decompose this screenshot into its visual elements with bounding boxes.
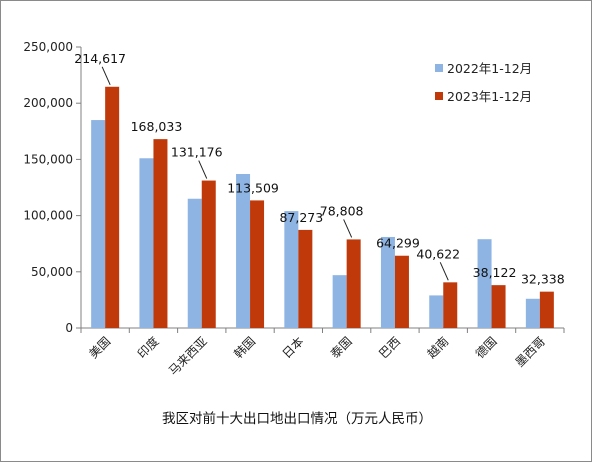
x-category-label: 泰国 — [328, 334, 355, 361]
legend: 2022年1-12月 2023年1-12月 — [435, 61, 532, 104]
legend-swatch — [435, 92, 443, 100]
y-tick-label: 100,000 — [23, 209, 73, 223]
y-tick-label: 250,000 — [23, 40, 73, 54]
data-label-leader-line — [101, 66, 111, 85]
data-label-leader-line — [439, 262, 449, 281]
data-label-2023: 214,617 — [74, 51, 126, 66]
bar-2022 — [91, 120, 106, 328]
bar-2022 — [525, 298, 540, 328]
data-label-2023: 40,622 — [416, 246, 460, 261]
legend-swatch — [435, 64, 443, 72]
x-category-label: 墨西哥 — [513, 334, 548, 369]
axes-layer: 0 50,000 100,000 150,000 200,000 250,000 — [23, 40, 565, 335]
data-label-2023: 131,176 — [171, 145, 223, 160]
bar-2022 — [284, 211, 299, 328]
bar-2023 — [539, 291, 554, 328]
x-category-label: 马来西亚 — [166, 334, 210, 378]
data-label-2023: 87,273 — [279, 210, 323, 225]
x-category-label: 印度 — [134, 334, 162, 362]
y-tick-label: 50,000 — [31, 265, 73, 279]
bar-2022 — [380, 236, 395, 328]
x-category-label: 韩国 — [231, 334, 259, 362]
bars-layer — [91, 86, 554, 328]
x-category-label: 德国 — [472, 334, 500, 362]
data-label-2023: 78,808 — [320, 203, 364, 218]
data-label-2023: 113,509 — [227, 180, 279, 195]
data-label-2023: 64,299 — [376, 236, 420, 251]
y-tick-label: 150,000 — [23, 152, 73, 166]
data-label-2023: 32,338 — [521, 272, 565, 287]
x-category-label: 巴西 — [376, 334, 403, 361]
bar-2022 — [477, 239, 492, 328]
bar-2023 — [105, 86, 120, 328]
chart-title: 我区对前十大出口地出口情况（万元人民币） — [162, 410, 432, 427]
bar-2023 — [153, 139, 168, 328]
data-label-leader-line — [343, 219, 353, 238]
bar-2023 — [250, 200, 265, 328]
x-category-label: 越南 — [424, 334, 452, 362]
bar-2022 — [429, 295, 444, 328]
legend-label: 2022年1-12月 — [447, 61, 532, 76]
bar-2023 — [201, 180, 216, 328]
bar-2022 — [332, 275, 347, 328]
bar-2023 — [298, 229, 313, 328]
bar-2022 — [236, 174, 251, 328]
bar-2023 — [491, 285, 506, 328]
bar-2023 — [346, 239, 361, 328]
legend-label: 2023年1-12月 — [447, 89, 532, 104]
data-label-2023: 168,033 — [131, 119, 183, 134]
x-category-label: 日本 — [280, 334, 307, 361]
bar-2023 — [394, 255, 409, 328]
y-tick-label: 0 — [65, 321, 73, 335]
y-tick-label: 200,000 — [23, 96, 73, 110]
data-label-leader-line — [198, 160, 208, 179]
data-label-2023: 38,122 — [473, 265, 517, 280]
x-category-label: 美国 — [86, 334, 113, 361]
bar-2022 — [139, 158, 154, 328]
bar-2022 — [187, 198, 202, 328]
bar-2023 — [443, 282, 458, 328]
